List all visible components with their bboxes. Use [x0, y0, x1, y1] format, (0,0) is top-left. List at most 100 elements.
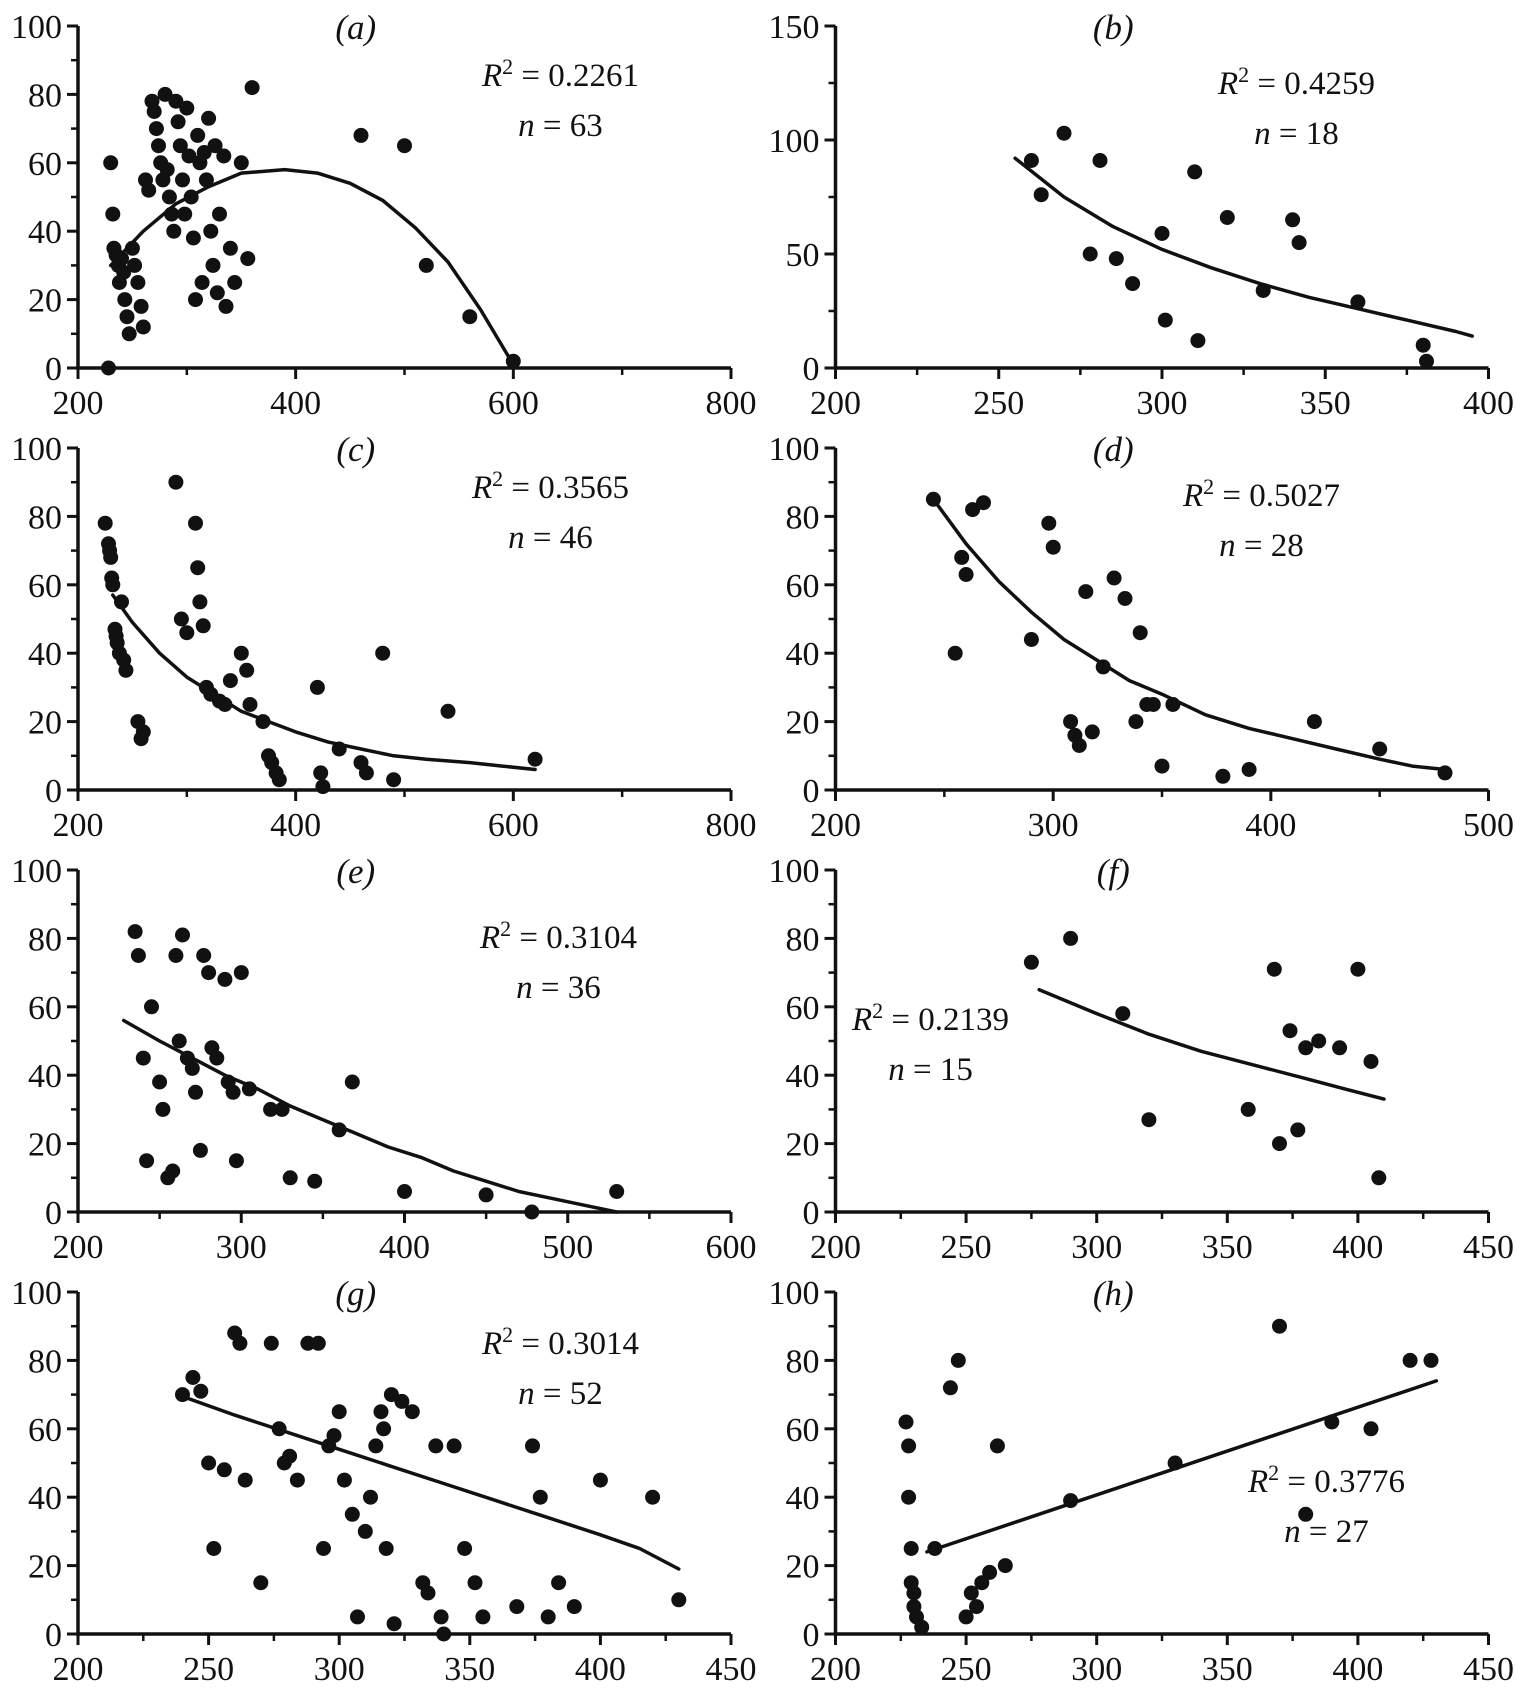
svg-text:80: 80	[28, 77, 62, 114]
svg-text:200: 200	[53, 807, 104, 844]
svg-text:200: 200	[53, 385, 104, 422]
svg-text:80: 80	[28, 499, 62, 536]
svg-text:200: 200	[810, 1229, 861, 1266]
svg-text:100: 100	[11, 853, 62, 890]
svg-text:100: 100	[769, 431, 820, 468]
svg-text:20: 20	[786, 1549, 820, 1586]
panel-label-h: (h)	[1092, 1274, 1134, 1313]
svg-text:60: 60	[28, 146, 62, 183]
r2-value: R2 = 0.3104	[479, 916, 637, 957]
svg-text:300: 300	[1071, 1651, 1122, 1688]
r-symbol: R	[1182, 478, 1204, 514]
svg-text:40: 40	[28, 214, 62, 251]
svg-text:300: 300	[1071, 1229, 1122, 1266]
svg-text:250: 250	[941, 1229, 992, 1266]
n-value: n = 36	[516, 969, 601, 1006]
n-symbol: n	[1254, 115, 1271, 152]
r2-superscript: 2	[1203, 474, 1215, 499]
svg-text:40: 40	[28, 636, 62, 673]
svg-text:0: 0	[45, 351, 62, 388]
n-value: n = 46	[508, 519, 593, 556]
r2-superscript: 2	[1238, 62, 1250, 87]
svg-text:350: 350	[1202, 1229, 1253, 1266]
svg-text:600: 600	[488, 807, 539, 844]
r-symbol: R	[481, 58, 503, 94]
svg-text:200: 200	[53, 1229, 104, 1266]
n-value: n = 63	[518, 107, 603, 144]
svg-text:200: 200	[810, 385, 861, 422]
svg-text:60: 60	[28, 1412, 62, 1449]
svg-text:0: 0	[803, 1617, 820, 1654]
svg-text:60: 60	[786, 568, 820, 605]
r-symbol: R	[471, 470, 493, 506]
svg-text:80: 80	[786, 499, 820, 536]
svg-text:400: 400	[270, 807, 321, 844]
svg-text:0: 0	[45, 773, 62, 810]
svg-text:400: 400	[1245, 807, 1296, 844]
stats-annotation-e: R2 = 0.3104 n = 36	[480, 914, 637, 1013]
svg-text:450: 450	[1463, 1651, 1514, 1688]
panel-label-c: (c)	[336, 430, 376, 469]
svg-text:400: 400	[1332, 1651, 1383, 1688]
n-symbol: n	[518, 107, 535, 144]
scatter-chart-g: 200 250 300 350 400 450 0 20 40 60 80 100	[11, 1275, 757, 1688]
svg-text:50: 50	[786, 237, 820, 274]
r2-value: R2 = 0.5027	[1182, 474, 1340, 515]
svg-text:600: 600	[488, 385, 539, 422]
n-value: n = 28	[1219, 527, 1304, 564]
svg-text:100: 100	[11, 431, 62, 468]
scatter-chart-b: 200 250 300 350 400 0 50 100 150	[769, 9, 1515, 422]
svg-text:450: 450	[1463, 1229, 1514, 1266]
svg-text:400: 400	[1463, 385, 1514, 422]
svg-text:100: 100	[11, 1275, 62, 1312]
panel-label-a: (a)	[335, 8, 377, 47]
svg-text:250: 250	[183, 1651, 234, 1688]
stats-annotation-a: R2 = 0.2261 n = 63	[482, 52, 639, 151]
svg-text:100: 100	[11, 9, 62, 46]
svg-text:80: 80	[786, 921, 820, 958]
scatter-chart-a: 200 400 600 800 0 20 40 60 80 100	[11, 9, 757, 422]
svg-text:400: 400	[270, 385, 321, 422]
svg-text:0: 0	[803, 1195, 820, 1232]
svg-text:800: 800	[706, 385, 757, 422]
scatter-chart-c: 200 400 600 800 0 20 40 60 80 100	[11, 431, 757, 844]
svg-text:40: 40	[28, 1480, 62, 1517]
svg-text:20: 20	[28, 705, 62, 742]
r2-value: R2 = 0.2139	[852, 998, 1010, 1039]
svg-text:800: 800	[706, 807, 757, 844]
stats-annotation-b: R2 = 0.4259 n = 18	[1218, 60, 1375, 159]
r2-superscript: 2	[502, 1322, 514, 1347]
r-symbol: R	[481, 1326, 503, 1362]
r2-value: R2 = 0.2261	[481, 54, 639, 95]
svg-text:80: 80	[28, 1343, 62, 1380]
r2-value: R2 = 0.3565	[471, 466, 629, 507]
scatter-panel-f: 200 250 300 350 400 450 0 20 40 60 80 100 (f) R2 = …	[757, 846, 1515, 1268]
n-value: n = 52	[518, 1375, 603, 1412]
n-symbol: n	[508, 519, 525, 556]
scatter-panel-d: 200 300 400 500 0 20 40 60 80 100 (d) R2 = 0.5027…	[757, 424, 1515, 846]
svg-text:200: 200	[810, 807, 861, 844]
r-symbol: R	[852, 1002, 873, 1038]
scatter-chart-d: 200 300 400 500 0 20 40 60 80 100	[769, 431, 1515, 844]
svg-text:400: 400	[379, 1229, 430, 1266]
svg-text:200: 200	[53, 1651, 104, 1688]
r2-value: R2 = 0.4259	[1217, 62, 1375, 103]
scatter-panel-g: 200 250 300 350 400 450 0 20 40 60 80 100 (g) R2 = …	[0, 1268, 757, 1690]
scatter-panel-b: 200 250 300 350 400 0 50 100 150 (b) R2 = 0.4259…	[757, 2, 1515, 424]
svg-text:350: 350	[444, 1651, 495, 1688]
svg-text:40: 40	[28, 1058, 62, 1095]
n-symbol: n	[1219, 527, 1236, 564]
r2-value: R2 = 0.3014	[481, 1322, 639, 1363]
svg-text:250: 250	[973, 385, 1024, 422]
svg-text:600: 600	[706, 1229, 757, 1266]
svg-text:0: 0	[45, 1195, 62, 1232]
svg-text:40: 40	[786, 636, 820, 673]
n-value: n = 27	[1284, 1513, 1369, 1550]
svg-text:500: 500	[542, 1229, 593, 1266]
svg-text:20: 20	[786, 705, 820, 742]
svg-text:300: 300	[1028, 807, 1079, 844]
svg-text:500: 500	[1463, 807, 1514, 844]
n-value: n = 18	[1254, 115, 1339, 152]
n-symbol: n	[1284, 1513, 1301, 1550]
n-symbol: n	[888, 1051, 905, 1088]
